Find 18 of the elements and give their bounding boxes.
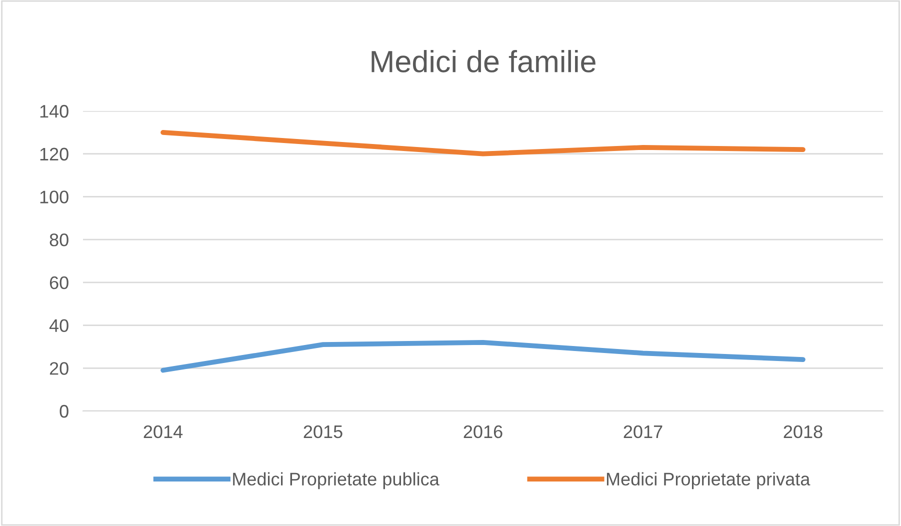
y-tick-label: 80	[50, 234, 68, 246]
chart-title: Medici de familie	[372, 50, 596, 72]
legend-label: Medici Proprietate privata	[606, 472, 810, 490]
y-tick-label: 120	[40, 148, 68, 161]
x-tick-label: 2016	[464, 425, 502, 438]
y-tick-label: 100	[40, 190, 68, 204]
line-series	[160, 130, 806, 156]
x-tick-label: 2017	[624, 425, 662, 438]
y-tick-label: 0	[60, 404, 68, 418]
y-tick-label: 140	[40, 104, 68, 118]
x-tick-label: 2015	[304, 425, 342, 438]
line-series	[160, 340, 806, 373]
y-tick-label: 40	[49, 319, 68, 332]
y-tick-label: 60	[50, 276, 68, 290]
x-tick-label: 2018	[784, 425, 822, 438]
x-tick-label: 2014	[144, 425, 183, 438]
y-tick-label: 20	[50, 362, 68, 375]
legend-label: Medici Proprietate publica	[233, 472, 440, 490]
